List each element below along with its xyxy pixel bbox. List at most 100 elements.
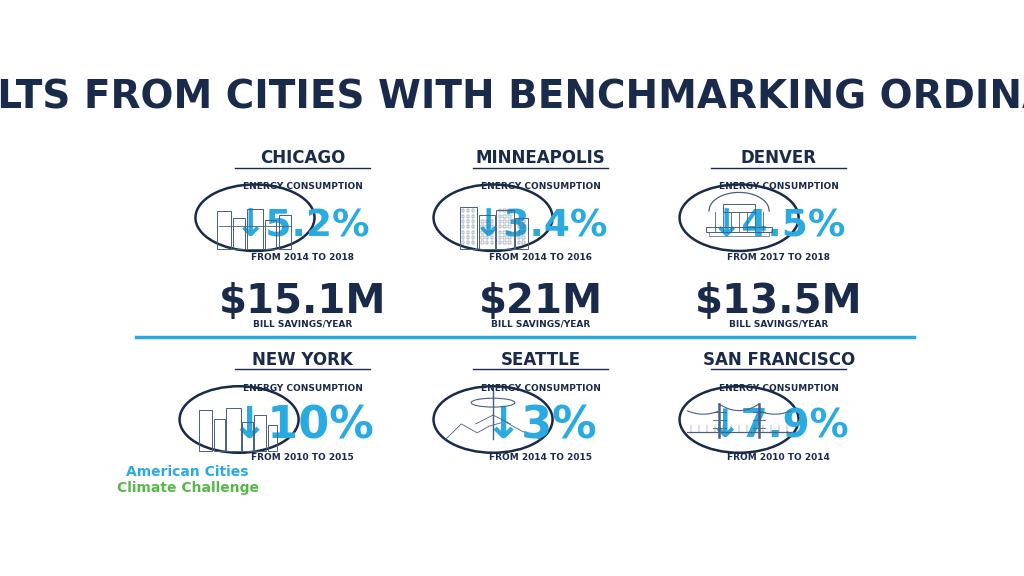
Text: $13.5M: $13.5M	[695, 282, 862, 322]
Text: ENERGY CONSUMPTION: ENERGY CONSUMPTION	[243, 182, 362, 191]
Bar	[508, 241, 511, 244]
Bar	[462, 236, 465, 239]
Bar	[499, 230, 501, 234]
Text: ENERGY CONSUMPTION: ENERGY CONSUMPTION	[719, 384, 839, 393]
Bar	[522, 220, 524, 223]
Bar	[499, 225, 501, 228]
Bar	[486, 236, 488, 239]
Bar	[200, 410, 212, 450]
Bar	[486, 225, 488, 228]
Text: ↓10%: ↓10%	[230, 405, 375, 448]
Bar	[243, 422, 253, 450]
Text: FROM 2014 TO 2016: FROM 2014 TO 2016	[489, 253, 592, 262]
Bar	[504, 225, 506, 228]
Bar	[479, 215, 495, 249]
Text: NEW YORK: NEW YORK	[252, 351, 353, 369]
Text: FROM 2010 TO 2015: FROM 2010 TO 2015	[251, 453, 354, 462]
Bar	[508, 209, 511, 213]
Bar	[265, 220, 276, 249]
Text: American Cities: American Cities	[126, 465, 249, 479]
Bar	[508, 225, 511, 228]
Text: CHICAGO: CHICAGO	[260, 149, 345, 167]
Text: Climate Challenge: Climate Challenge	[117, 481, 258, 495]
Text: BILL SAVINGS/YEAR: BILL SAVINGS/YEAR	[492, 320, 590, 329]
Bar	[504, 209, 506, 213]
Bar	[254, 415, 266, 450]
Text: ↓3.4%: ↓3.4%	[473, 209, 608, 245]
Bar	[486, 220, 488, 223]
Bar	[267, 425, 278, 450]
Bar	[472, 215, 474, 218]
Bar	[279, 215, 292, 249]
Bar	[518, 230, 520, 234]
Text: ENERGY CONSUMPTION: ENERGY CONSUMPTION	[480, 384, 601, 393]
Text: FROM 2014 TO 2015: FROM 2014 TO 2015	[489, 453, 592, 462]
Bar	[723, 204, 755, 213]
Bar	[504, 236, 506, 239]
Bar	[518, 220, 520, 223]
Text: MINNEAPOLIS: MINNEAPOLIS	[476, 149, 605, 167]
Bar	[467, 215, 469, 218]
Bar	[504, 230, 506, 234]
Bar	[499, 241, 501, 244]
Bar	[472, 236, 474, 239]
Text: ENERGY CONSUMPTION: ENERGY CONSUMPTION	[243, 384, 362, 393]
Text: FROM 2017 TO 2018: FROM 2017 TO 2018	[727, 253, 830, 262]
Text: FROM 2014 TO 2018: FROM 2014 TO 2018	[251, 253, 354, 262]
Text: SAN FRANCISCO: SAN FRANCISCO	[702, 351, 855, 369]
Bar	[467, 230, 469, 234]
Bar	[460, 207, 477, 249]
Text: $21M: $21M	[478, 282, 603, 322]
Bar	[462, 209, 465, 213]
Bar	[462, 220, 465, 223]
Bar	[499, 215, 501, 218]
Text: ↓4.5%: ↓4.5%	[711, 209, 847, 245]
Bar	[247, 209, 263, 249]
Bar	[467, 236, 469, 239]
Text: ↓5.2%: ↓5.2%	[234, 209, 371, 245]
Bar	[467, 225, 469, 228]
Bar	[232, 218, 246, 249]
Bar	[467, 209, 469, 213]
Bar	[499, 220, 501, 223]
Bar	[499, 209, 501, 213]
Bar	[518, 225, 520, 228]
Bar	[508, 215, 511, 218]
Bar	[467, 220, 469, 223]
Text: DENVER: DENVER	[740, 149, 817, 167]
Text: FROM 2010 TO 2014: FROM 2010 TO 2014	[727, 453, 830, 462]
Bar	[486, 241, 488, 244]
Bar	[508, 230, 511, 234]
Text: ↓7.9%: ↓7.9%	[709, 407, 849, 445]
Text: $15.1M: $15.1M	[219, 282, 386, 322]
Bar	[490, 241, 494, 244]
Bar	[472, 230, 474, 234]
Bar	[508, 236, 511, 239]
Bar	[214, 419, 225, 450]
Bar	[522, 225, 524, 228]
Bar	[709, 232, 769, 236]
Bar	[706, 228, 772, 232]
Text: SEATTLE: SEATTLE	[501, 351, 581, 369]
Bar	[497, 210, 514, 249]
Bar	[518, 236, 520, 239]
Bar	[504, 220, 506, 223]
Bar	[467, 241, 469, 244]
Bar	[472, 241, 474, 244]
Text: ENERGY CONSUMPTION: ENERGY CONSUMPTION	[480, 182, 601, 191]
Bar	[499, 236, 501, 239]
Bar	[472, 220, 474, 223]
Bar	[490, 236, 494, 239]
Bar	[481, 230, 483, 234]
Bar	[490, 230, 494, 234]
Text: ↓3%: ↓3%	[484, 405, 597, 448]
Text: BILL SAVINGS/YEAR: BILL SAVINGS/YEAR	[729, 320, 828, 329]
Bar	[462, 225, 465, 228]
Bar	[504, 241, 506, 244]
Bar	[518, 241, 520, 244]
Bar	[462, 230, 465, 234]
Bar	[217, 211, 231, 249]
Text: ENERGY CONSUMPTION: ENERGY CONSUMPTION	[719, 182, 839, 191]
Bar	[481, 236, 483, 239]
Bar	[490, 220, 494, 223]
